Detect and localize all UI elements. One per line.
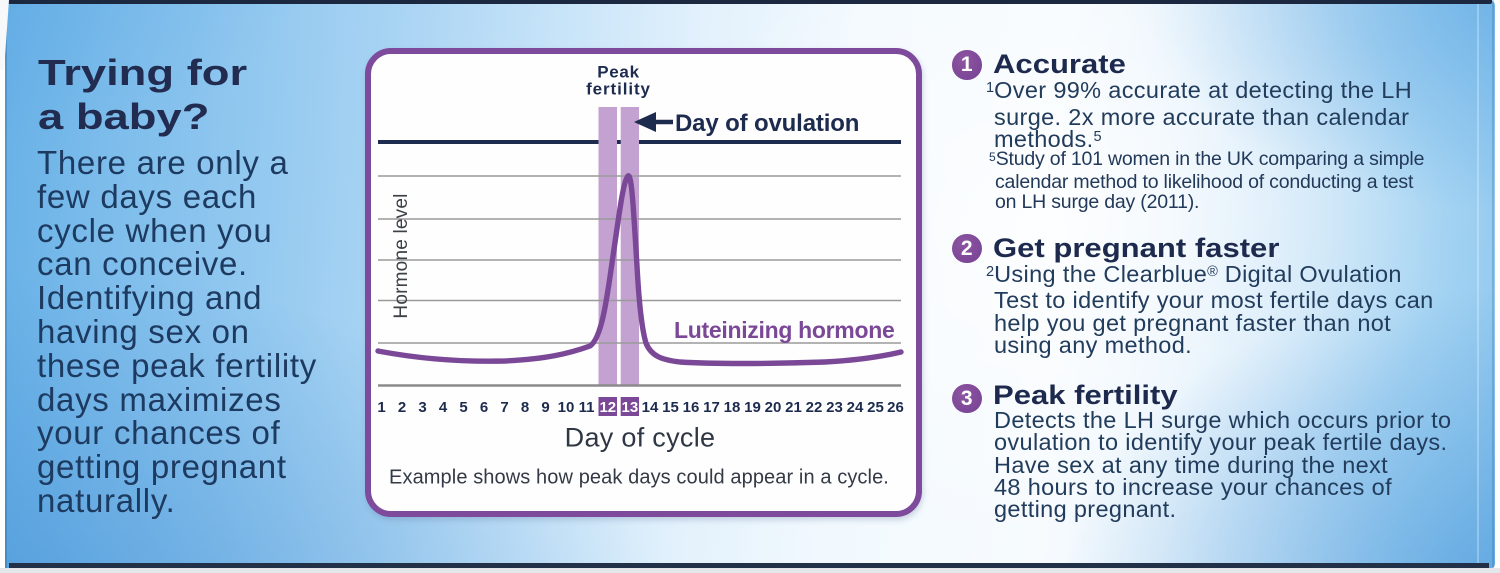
svg-text:17: 17 — [703, 399, 720, 416]
svg-text:14: 14 — [642, 399, 659, 416]
svg-text:19: 19 — [744, 399, 761, 416]
svg-text:7: 7 — [500, 399, 508, 416]
svg-text:Example shows how peak days co: Example shows how peak days could appear… — [389, 467, 889, 489]
svg-text:Luteinizing hormone: Luteinizing hormone — [674, 317, 894, 343]
svg-text:21: 21 — [785, 399, 802, 416]
svg-text:6: 6 — [480, 399, 488, 416]
svg-text:Day of cycle: Day of cycle — [565, 422, 716, 452]
svg-text:Day of ovulation: Day of ovulation — [675, 110, 859, 137]
svg-text:20: 20 — [765, 399, 782, 416]
svg-text:Peak: Peak — [597, 62, 640, 81]
svg-text:18: 18 — [724, 399, 741, 416]
svg-text:15: 15 — [662, 399, 679, 416]
svg-text:11: 11 — [579, 399, 595, 416]
svg-text:8: 8 — [521, 399, 529, 416]
svg-text:Hormone level: Hormone level — [391, 193, 412, 318]
svg-text:26: 26 — [887, 399, 904, 416]
svg-text:12: 12 — [599, 399, 616, 416]
svg-text:25: 25 — [867, 399, 884, 416]
svg-text:4: 4 — [439, 399, 448, 416]
svg-text:23: 23 — [826, 399, 843, 416]
svg-text:5: 5 — [459, 399, 467, 416]
svg-text:22: 22 — [806, 399, 823, 416]
svg-text:10: 10 — [558, 399, 575, 416]
svg-text:13: 13 — [622, 399, 639, 416]
svg-text:3: 3 — [418, 399, 426, 416]
svg-text:16: 16 — [683, 399, 700, 416]
svg-text:fertility: fertility — [586, 80, 651, 99]
svg-text:1: 1 — [377, 399, 385, 416]
svg-text:24: 24 — [847, 399, 864, 416]
svg-text:9: 9 — [541, 399, 549, 416]
svg-text:2: 2 — [398, 399, 406, 416]
